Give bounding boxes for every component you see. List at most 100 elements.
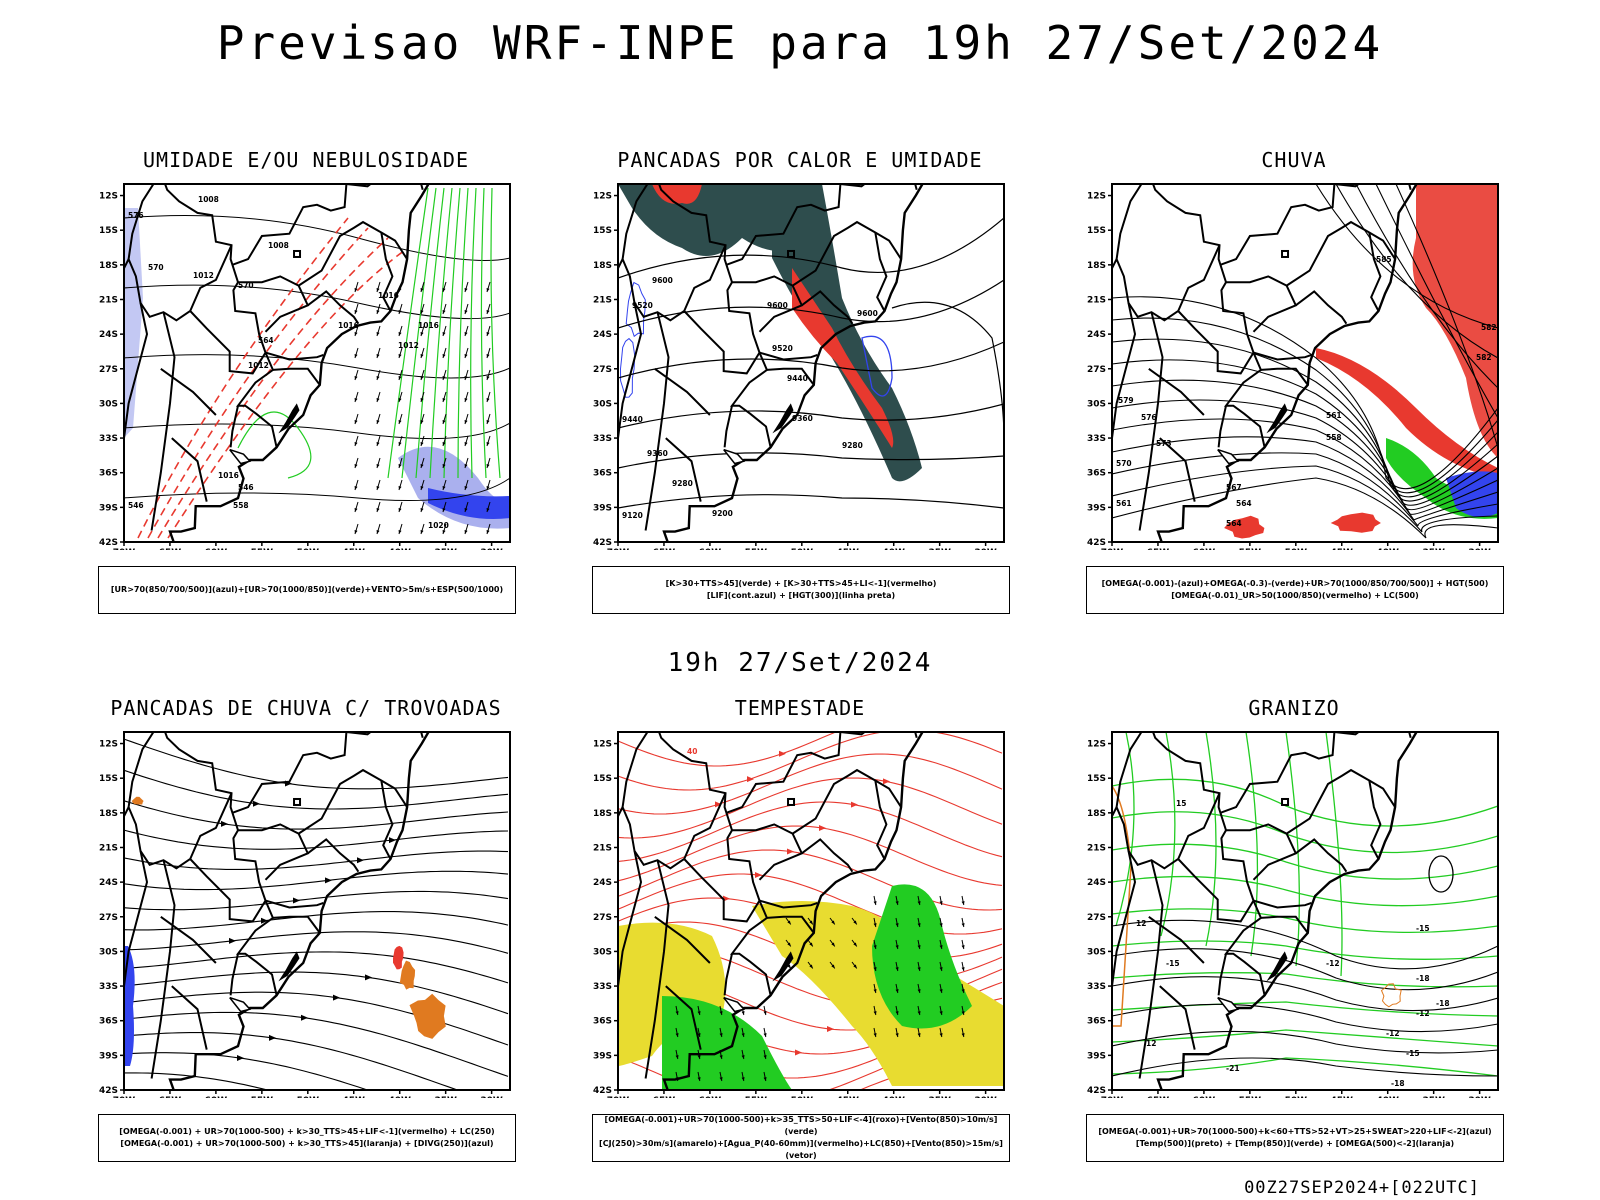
arrow-head (420, 354, 424, 358)
country-border (683, 310, 761, 375)
arrow-head (420, 464, 424, 468)
streamline-arrow (357, 857, 364, 864)
lat-label: 27S (1087, 913, 1106, 923)
rio-da-prata (229, 448, 252, 465)
hgt300-contour (618, 452, 1004, 469)
country-border (726, 732, 842, 814)
country-border (189, 858, 267, 923)
arrow-head (464, 332, 468, 336)
lon-label: 30W (1468, 548, 1491, 550)
country-border (1138, 311, 1164, 531)
contour-label: 582 (1481, 323, 1497, 332)
arrow-head (961, 901, 965, 905)
temp850-contour (1112, 908, 1498, 934)
country-border (265, 899, 324, 909)
rain-area-omega-0001 (1446, 471, 1498, 517)
temp850-contour (1205, 732, 1217, 947)
lat-label: 39S (99, 1051, 118, 1061)
arrow-head (741, 1055, 745, 1059)
thickness-line (147, 227, 369, 539)
country-border (1334, 732, 1412, 739)
country-border (1151, 184, 1266, 448)
contour-label: 1012 (193, 271, 214, 280)
country-border (618, 850, 643, 987)
map-content (1112, 184, 1498, 542)
storm-area-orange (409, 993, 446, 1039)
lat-label: 21S (593, 843, 612, 853)
streamline (124, 1031, 459, 1090)
arrow-head (420, 310, 424, 314)
country-border (644, 859, 670, 1079)
country-border (307, 838, 360, 873)
contour-label: -18 (1436, 999, 1450, 1008)
map-content (124, 732, 509, 1090)
country-border (1115, 184, 1221, 322)
country-border (1217, 953, 1227, 996)
country-border (380, 232, 394, 312)
lon-label: 45W (343, 548, 366, 550)
country-border (1253, 899, 1312, 909)
lon-label: 40W (388, 1096, 411, 1098)
hgt300-contour (891, 301, 1004, 439)
arrow-head (873, 1033, 877, 1037)
arrow-head (895, 989, 899, 993)
lat-label: 15S (1087, 774, 1106, 784)
lon-label: 55W (745, 548, 768, 550)
country-border (1226, 275, 1298, 333)
map-frame (617, 183, 1005, 543)
arrow-head (719, 1055, 723, 1059)
arrow-head (853, 920, 857, 925)
lon-label: 60W (205, 1096, 228, 1098)
lat-label: 30S (593, 947, 612, 957)
arrow-head (939, 923, 943, 927)
rain-band-ur50 (1316, 348, 1498, 478)
country-border (307, 290, 360, 325)
map-trovoadas: 12S 15S 18S 21S 24S 27S 30S 33S 36S 39S 42S70W 65W 6… (99, 731, 511, 1098)
legend-line-1: [OMEGA(-0.001)-(azul)+OMEGA(-0.3)-(verde… (1101, 579, 1489, 588)
contour-label: 564 (258, 336, 274, 345)
arrow-head (398, 288, 402, 292)
wind850-area (662, 996, 792, 1090)
streamline (618, 801, 1003, 862)
arrow-head (442, 464, 446, 468)
country-border (1159, 985, 1196, 1050)
low-humidity-contour (457, 187, 469, 479)
temp500-contour (1112, 1057, 1498, 1077)
arrow-head (398, 310, 402, 314)
country-border (801, 838, 854, 873)
arrow-head (376, 442, 380, 446)
df-marker (1281, 797, 1290, 806)
arrow-head (486, 442, 490, 446)
arrow-head (420, 486, 424, 490)
lat-label: 39S (1087, 503, 1106, 513)
lat-label: 12S (99, 192, 118, 202)
country-border (229, 953, 239, 996)
streamline (124, 951, 509, 984)
country-border (150, 311, 176, 531)
main-title: Previsao WRF-INPE para 19h 27/Set/2024 (216, 16, 1384, 70)
arrow-head (873, 945, 877, 949)
streamline (124, 1052, 370, 1090)
lat-label: 33S (1087, 434, 1106, 444)
df-marker (787, 797, 796, 806)
temp500-contour (1112, 976, 1498, 1012)
lat-label: 42S (99, 1086, 118, 1096)
country-border (723, 405, 733, 448)
rio-da-prata (723, 996, 746, 1013)
lagoa-dos-patos (278, 951, 300, 982)
temp850-contour (1245, 732, 1259, 957)
arrow-head (873, 923, 877, 927)
lon-label: 60W (1193, 548, 1216, 550)
lat-label: 18S (1087, 261, 1106, 271)
arrow-head (486, 398, 490, 402)
country-border (160, 915, 217, 964)
map-frame (617, 731, 1005, 1091)
contour-label: 561 (1326, 411, 1342, 420)
streamline-arrow (293, 897, 300, 904)
panel-granizo: GRANIZO -12 -15 -15 -18 -18 -21 -12 -15 -12 -18 15… (1054, 696, 1534, 1176)
arrow-head (961, 945, 965, 949)
arrow-head (464, 486, 468, 490)
country-border (1334, 184, 1412, 191)
arrow-head (961, 923, 965, 927)
streamline-arrow (883, 778, 890, 785)
